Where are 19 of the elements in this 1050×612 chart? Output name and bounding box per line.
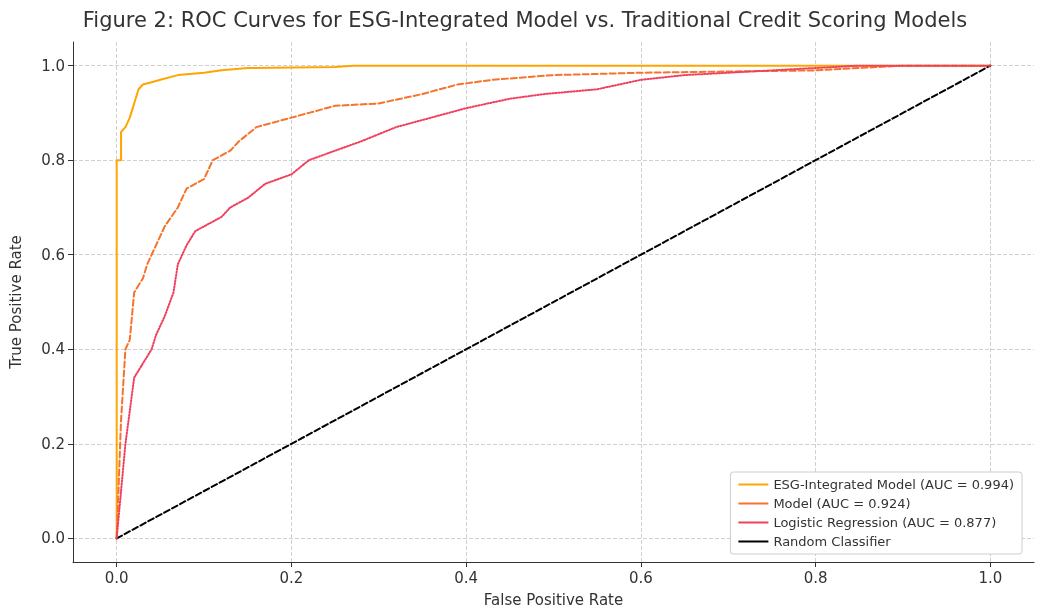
x-axis-title: False Positive Rate	[483, 590, 624, 609]
y-tick-label: 0.2	[41, 434, 65, 453]
x-tick-label: 0.4	[454, 568, 479, 587]
x-tick-label: 0.2	[279, 568, 304, 587]
x-tick-label: 0.0	[104, 568, 129, 587]
legend-label: Random Classifier	[773, 534, 892, 549]
y-tick-label: 0.4	[41, 340, 65, 359]
x-tick-label: 0.6	[628, 568, 653, 587]
legend-label: ESG-Integrated Model (AUC = 0.994)	[773, 477, 1014, 492]
y-tick-label: 0.0	[41, 529, 65, 548]
y-tick-label: 0.8	[41, 151, 65, 170]
legend-label: Model (AUC = 0.924)	[773, 496, 911, 511]
legend-label: Logistic Regression (AUC = 0.877)	[773, 515, 997, 530]
chart-title: Figure 2: ROC Curves for ESG-Integrated Model vs. Traditional Credit Scoring Models	[82, 7, 968, 32]
y-axis-title: True Positive Rate	[6, 235, 25, 370]
y-tick-label: 0.6	[41, 245, 65, 264]
y-tick-label: 1.0	[41, 56, 65, 75]
x-tick-label: 0.8	[803, 568, 828, 587]
x-tick-label: 1.0	[978, 568, 1003, 587]
